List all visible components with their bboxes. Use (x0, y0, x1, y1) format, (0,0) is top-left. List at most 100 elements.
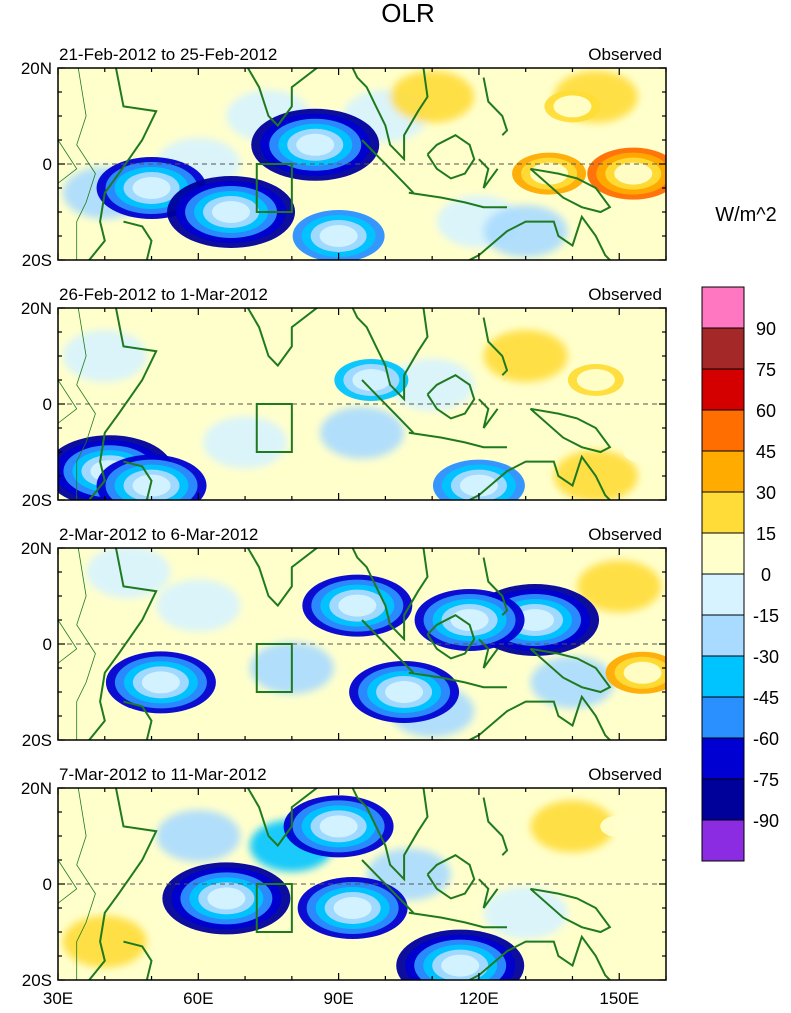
colorbar-level-label: -75 (753, 770, 779, 790)
y-tick-label: 0 (43, 155, 52, 174)
colorbar-swatch (701, 573, 745, 616)
anomaly-mark-2 (96, 454, 207, 500)
colorbar-swatch (701, 614, 745, 657)
anomaly-mark-7 (587, 147, 666, 200)
y-tick-label: 20N (21, 779, 52, 798)
anomaly-mark-5 (95, 810, 134, 833)
anomaly-mark-6 (600, 815, 639, 838)
anomaly-mark-3 (396, 929, 525, 980)
anomaly-mark-1 (162, 862, 291, 935)
reference-box (255, 403, 293, 453)
colorbar-level-label: 75 (756, 360, 776, 380)
x-tick-label: 120E (459, 989, 499, 1008)
colorbar-swatch (701, 819, 745, 862)
anomaly-field (95, 90, 666, 260)
anomaly-mark-4 (283, 795, 394, 858)
colorbar-swatch (701, 409, 745, 452)
coastlines (87, 548, 612, 740)
coastlines (87, 308, 612, 500)
anomaly-mark-4 (432, 459, 525, 500)
y-tick-label: 0 (43, 635, 52, 654)
y-tick-label: 20S (22, 251, 52, 270)
colorbar-level-label: -30 (753, 647, 779, 667)
y-tick-label: 20S (22, 491, 52, 510)
country-borders (58, 68, 96, 260)
panel-period: 26-Feb-2012 to 1-Mar-2012 (59, 285, 268, 304)
map-panel-2: 20N 0 20S 26-Feb-2012 to 1-Mar-2012 Observed (21, 285, 667, 510)
reference-box (255, 883, 293, 933)
country-borders (58, 548, 96, 740)
x-ticks (57, 548, 667, 740)
colorbar-swatch (701, 532, 745, 575)
y-tick-label: 20S (22, 971, 52, 990)
panel-label-observed: Observed (588, 285, 662, 304)
colorbar-level-label: 15 (756, 524, 776, 544)
colorbar-swatch (701, 737, 745, 780)
panel-label-observed: Observed (588, 765, 662, 784)
panel-period: 7-Mar-2012 to 11-Mar-2012 (59, 765, 267, 784)
y-ticks (58, 787, 666, 981)
colorbar-level-label: 0 (761, 565, 771, 585)
map-panel-4: 20N 0 20S 7-Mar-2012 to 11-Mar-2012 Observed (21, 765, 667, 990)
x-ticks (57, 788, 667, 980)
anomaly-mark-2 (302, 574, 413, 637)
y-tick-label: 0 (43, 875, 52, 894)
colorbar-level-label: 60 (756, 401, 776, 421)
y-tick-label: 20N (21, 539, 52, 558)
country-borders (58, 308, 96, 500)
anomaly-mark-8 (544, 90, 601, 123)
panel-period: 21-Feb-2012 to 25-Feb-2012 (59, 45, 277, 64)
colorbar-level-label: -15 (753, 606, 779, 626)
coastlines (87, 68, 612, 260)
colorbar-swatch (701, 778, 745, 821)
colorbar-level-label: 45 (756, 442, 776, 462)
coastlines (87, 788, 612, 980)
x-ticks (57, 308, 667, 500)
colorbar-swatch (701, 368, 745, 411)
anomaly-mark-2 (167, 176, 296, 248)
anomaly-mark-1 (96, 157, 207, 219)
reference-box (255, 643, 293, 693)
x-tick-label: 90E (323, 989, 353, 1008)
anomaly-field (95, 795, 639, 980)
y-tick-label: 20N (21, 59, 52, 78)
panel-label-observed: Observed (588, 45, 662, 64)
y-tick-label: 20S (22, 731, 52, 750)
anomaly-mark-2 (297, 877, 408, 939)
anomaly-mark-3 (334, 359, 409, 401)
colorbar-level-label: -90 (753, 811, 779, 831)
colorbar-swatch (701, 655, 745, 698)
country-borders (58, 788, 96, 980)
figure-title: OLR (381, 0, 434, 28)
panels: 20N 0 20S 21-Feb-2012 to 25-Feb-2012 Observe… (21, 45, 667, 1008)
colorbar-level-label: -60 (753, 729, 779, 749)
colorbar: 90 75 60 45 30 15 0 -15 -30 -45 -60 -75 -90 (701, 286, 779, 862)
colorbar-swatch (701, 696, 745, 739)
y-ticks (58, 67, 666, 261)
y-ticks (58, 547, 666, 741)
y-ticks (58, 307, 666, 501)
colorbar-swatch (701, 491, 745, 534)
anomaly-mark-5 (567, 364, 624, 396)
colorbar-swatch (701, 327, 745, 370)
anomaly-mark-4 (292, 210, 385, 260)
panel-label-observed: Observed (588, 525, 662, 544)
x-tick-label: 60E (183, 989, 213, 1008)
anomaly-mark-5 (414, 589, 525, 651)
anomaly-field (58, 359, 662, 500)
reference-box (255, 163, 293, 213)
x-tick-label: 150E (599, 989, 639, 1008)
map-panel-1: 20N 0 20S 21-Feb-2012 to 25-Feb-2012 Observe… (21, 45, 667, 270)
anomaly-mark-6 (512, 152, 587, 195)
colorbar-units: W/m^2 (715, 204, 777, 226)
colorbar-swatch (701, 450, 745, 493)
anomaly-field (105, 574, 666, 723)
colorbar-level-label: 30 (756, 483, 776, 503)
anomaly-mark-5 (95, 95, 134, 118)
colorbar-swatch (701, 286, 745, 329)
panel-period: 2-Mar-2012 to 6-Mar-2012 (59, 525, 258, 544)
anomaly-mark-6 (605, 651, 666, 694)
y-tick-label: 0 (43, 395, 52, 414)
anomaly-mark-3 (251, 108, 380, 181)
